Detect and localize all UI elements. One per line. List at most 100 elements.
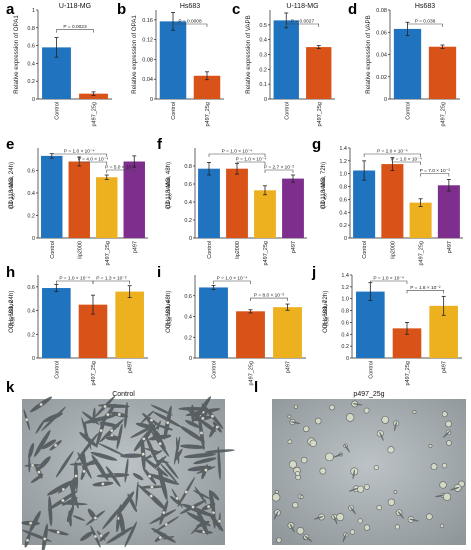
- cell-body-k-61: [25, 538, 30, 543]
- y-tick-label-h-3: 0.6: [27, 285, 35, 291]
- x-tick-label-a-0: Control: [55, 102, 61, 120]
- chart-title-a: U-118-MG: [59, 3, 91, 10]
- cell-k-49: [185, 420, 201, 429]
- y-tick-label-b-3: 0.12: [142, 38, 153, 44]
- p-value-text-j-0: P = 1.0 × 10⁻⁴: [373, 276, 404, 282]
- cell-k-132: [157, 466, 168, 501]
- p-value-text-g-0: P = 2.0 × 10⁻⁴: [377, 149, 408, 155]
- chart-panel-h: h 0 0.2 0.4 0.6 OD450 value(Hs683, 24h) Contro…: [6, 264, 148, 385]
- cell-k-136: [180, 426, 205, 443]
- x-tick-label-e-3: p497: [132, 241, 138, 253]
- cell-process-l-19: [352, 469, 355, 480]
- y-axis-label-f: OD450 value(U-118-MG, 48h): [165, 162, 173, 210]
- bar-c-1: [306, 47, 332, 99]
- cell-l-12: [303, 425, 310, 433]
- x-tick-label-g-2: p497_25g: [419, 241, 425, 265]
- y-tick-label-h-2: 0.4: [27, 309, 35, 315]
- y-tick-label-j-0: 0: [346, 356, 349, 362]
- bar-c-0: [273, 20, 299, 100]
- cell-body-k-14: [74, 474, 78, 478]
- p-value-bracket-g-1: P = 1.0 × 10⁻⁴: [391, 157, 422, 165]
- cell-k-37: [209, 424, 217, 438]
- cell-k-121: [144, 448, 161, 453]
- y-tick-label-e-2: 0.4: [27, 191, 35, 197]
- cell-process-l-24: [313, 516, 324, 520]
- cell-body-k-110: [158, 535, 163, 540]
- chart-title-d: Hs683: [415, 3, 435, 10]
- bar-b-0: [159, 21, 187, 99]
- y-tick-label-d-4: 0.08: [376, 8, 387, 14]
- micrograph-image-l: [272, 399, 466, 545]
- cell-body-k-109: [93, 534, 98, 539]
- p-value-text-g-1: P = 1.0 × 10⁻⁴: [391, 157, 422, 163]
- cell-body-k-117: [103, 404, 107, 409]
- cell-body-k-120: [149, 418, 154, 422]
- cell-k-152: [208, 489, 216, 513]
- chart-title-b: Hs683: [180, 3, 200, 10]
- y-tick-label-g-1: 0.2: [339, 223, 347, 229]
- cell-k-106: [217, 446, 221, 480]
- p-value-text-b-0: P = 0.0008: [178, 19, 202, 25]
- cell-k-43: [120, 453, 144, 458]
- cell-l-48: [364, 484, 370, 490]
- bar-g-1: [381, 164, 404, 238]
- y-tick-label-e-3: 0.6: [27, 169, 35, 175]
- x-tick-label-g-0: Control: [362, 241, 368, 259]
- cell-process-l-53: [442, 430, 450, 439]
- cell-k-78: [170, 495, 181, 506]
- cell-body-k-102: [25, 417, 29, 422]
- cell-l-34: [296, 527, 305, 535]
- bracket-line-b-0: [172, 23, 208, 27]
- cell-k-130: [106, 526, 134, 544]
- cell-l-63: [387, 446, 395, 454]
- p-value-bracket-h-0: P = 1.0 × 10⁻⁴: [56, 276, 94, 284]
- cell-process-l-15: [348, 487, 359, 492]
- cell-process-l-9: [289, 523, 295, 533]
- chart-panels: a U-118-MG 0 0.2 0.4 0.6 0.8 1 Relative expressi…: [6, 1, 463, 385]
- cell-k-68: [98, 443, 125, 456]
- cell-body-k-83: [204, 468, 208, 472]
- bar-f-2: [254, 190, 276, 238]
- x-tick-label-c-1: p497_25g: [317, 102, 323, 126]
- y-tick-label-f-0: 0: [189, 236, 192, 242]
- p-value-text-f-2: P = 2.7 × 10⁻²: [264, 165, 295, 171]
- p-value-bracket-f-2: P = 2.7 × 10⁻²: [264, 165, 295, 173]
- y-tick-label-c-1: 0.1: [259, 82, 267, 88]
- cell-body-k-64: [191, 505, 195, 509]
- bar-e-3: [123, 161, 145, 238]
- y-tick-label-c-2: 0.2: [259, 67, 267, 73]
- cell-body-k-55: [165, 420, 170, 425]
- cell-k-142: [41, 439, 57, 450]
- y-tick-label-j-6: 1.2: [341, 285, 349, 291]
- y-tick-label-g-6: 1.2: [339, 159, 347, 165]
- y-tick-label-g-2: 0.4: [339, 210, 347, 216]
- y-tick-label-f-1: 0.2: [184, 218, 192, 224]
- cell-l-25: [276, 537, 282, 543]
- y-tick-label-f-4: 0.8: [184, 164, 192, 170]
- cell-l-29: [363, 407, 370, 414]
- cell-k-65: [38, 456, 51, 470]
- bracket-line-f-1: [236, 161, 266, 165]
- p-value-bracket-j-1: P = 1.8 × 10⁻²: [406, 285, 444, 294]
- y-tick-label-d-3: 0.06: [376, 30, 387, 36]
- p-value-text-e-0: P = 1.0 × 10⁻⁴: [64, 149, 95, 155]
- cell-body-k-131: [142, 437, 146, 441]
- cell-l-30: [387, 498, 395, 506]
- bar-f-1: [226, 168, 248, 238]
- cell-body-k-140: [150, 485, 154, 489]
- cell-body-k-105: [210, 414, 215, 418]
- p-value-text-a-0: P = 0.0023: [63, 24, 87, 30]
- bracket-line-i-1: [250, 297, 288, 302]
- y-tick-label-c-4: 0.4: [259, 38, 267, 44]
- cell-l-51: [349, 529, 356, 535]
- cell-k-129: [127, 493, 138, 513]
- cell-l-66: [376, 504, 382, 511]
- panel-label-a: a: [6, 1, 15, 18]
- micrograph-cells-l: [272, 400, 465, 543]
- cell-body-k-151: [217, 519, 222, 524]
- cell-k-76: [175, 448, 183, 461]
- p-value-text-f-0: P = 1.0 × 10⁻⁴: [222, 149, 253, 155]
- cell-k-59: [145, 434, 158, 464]
- x-tick-label-b-1: p497_25g: [205, 102, 211, 126]
- bar-i-0: [199, 287, 228, 358]
